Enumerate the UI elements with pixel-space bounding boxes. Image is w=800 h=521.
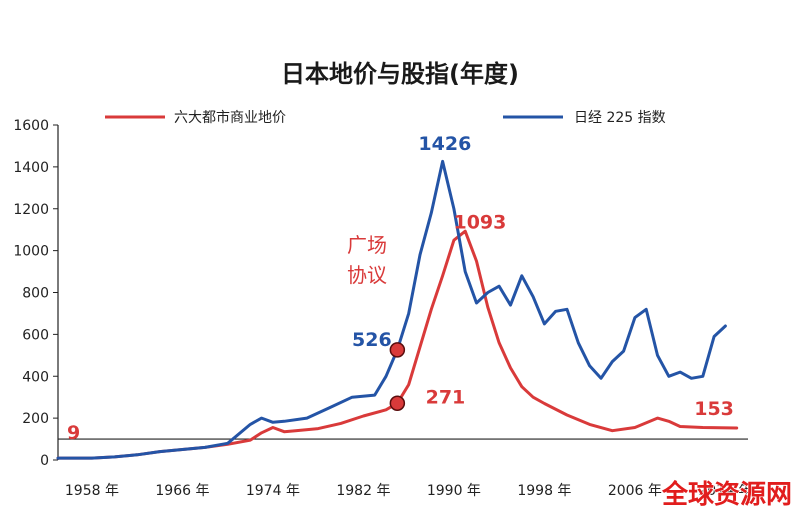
x-tick-label: 1998 年 [517,483,571,499]
y-tick-label: 800 [22,286,49,302]
y-tick-label: 600 [22,327,49,343]
data-label: 1093 [453,212,506,234]
axes: 0 200 400 600 800 1000 1200 1400 1600 1958 年 1966 … [13,118,752,499]
y-tick-label: 1000 [13,244,49,260]
y-tick-label: 1200 [13,202,49,218]
x-tick-label: 1982 年 [336,483,390,499]
watermark: 全球资源网 [661,479,792,510]
data-label: 526 [352,329,392,351]
data-label: 1426 [418,133,471,155]
legend-label-nikkei: 日经 225 指数 [574,110,666,126]
x-tick-label: 2014 年 [698,483,752,499]
y-tick-label: 1400 [13,160,49,176]
plaza-accord-label-line1: 广场 [347,233,387,257]
y-tick-label: 400 [22,369,49,385]
series-layer [56,159,739,460]
series-line-nikkei [56,159,727,460]
plaza-accord-marker [389,395,406,412]
chart-title: 日本地价与股指(年度) [281,60,519,88]
x-tick-label: 1990 年 [427,483,481,499]
x-tick-label: 1966 年 [155,483,209,499]
annotation-layer: 9 271 526 1426 1093 153 [67,133,734,444]
marker-layer [389,342,406,412]
data-label: 153 [694,398,734,420]
legend: 六大都市商业地价 日经 225 指数 [105,109,666,126]
y-tick-label: 1600 [13,118,49,134]
data-label: 271 [426,386,466,408]
x-tick-label: 1958 年 [65,483,119,499]
plaza-accord-label-line2: 协议 [347,263,387,287]
x-tick-label: 2006 年 [608,483,662,499]
y-tick-label: 200 [22,411,49,427]
y-tick-label: 0 [40,453,49,469]
legend-label-land-price: 六大都市商业地价 [174,109,286,126]
plaza-accord-marker [389,342,406,358]
data-label: 9 [67,422,80,444]
x-tick-label: 1974 年 [246,483,300,499]
